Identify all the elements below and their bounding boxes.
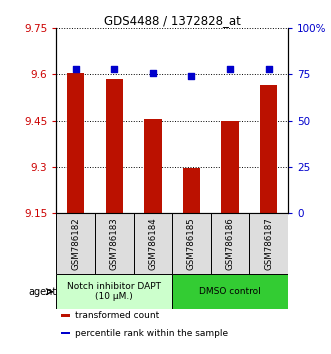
Point xyxy=(227,66,233,72)
Bar xyxy=(172,274,288,309)
Text: agent: agent xyxy=(28,287,56,297)
Text: transformed count: transformed count xyxy=(75,312,159,320)
Bar xyxy=(56,274,172,309)
Bar xyxy=(133,213,172,274)
Text: Notch inhibitor DAPT
(10 μM.): Notch inhibitor DAPT (10 μM.) xyxy=(67,282,161,301)
Text: GSM786182: GSM786182 xyxy=(71,217,80,270)
Bar xyxy=(56,213,95,274)
Text: GSM786183: GSM786183 xyxy=(110,217,119,270)
Bar xyxy=(221,121,239,213)
Title: GDS4488 / 1372828_at: GDS4488 / 1372828_at xyxy=(104,14,241,27)
Bar xyxy=(95,213,133,274)
Bar xyxy=(211,213,249,274)
Bar xyxy=(260,85,277,213)
Bar xyxy=(172,213,211,274)
Bar xyxy=(249,213,288,274)
Text: GSM786186: GSM786186 xyxy=(225,217,235,270)
Text: DMSO control: DMSO control xyxy=(199,287,261,296)
Bar xyxy=(67,73,84,213)
Bar xyxy=(106,79,123,213)
Bar xyxy=(61,314,70,317)
Point xyxy=(150,70,156,75)
Point xyxy=(73,66,78,72)
Bar xyxy=(144,119,162,213)
Text: GSM786187: GSM786187 xyxy=(264,217,273,270)
Point xyxy=(112,66,117,72)
Point xyxy=(189,73,194,79)
Text: percentile rank within the sample: percentile rank within the sample xyxy=(75,329,228,338)
Bar xyxy=(183,168,200,213)
Text: GSM786185: GSM786185 xyxy=(187,217,196,270)
Point xyxy=(266,66,271,72)
Bar xyxy=(61,332,70,335)
Text: GSM786184: GSM786184 xyxy=(148,217,157,270)
